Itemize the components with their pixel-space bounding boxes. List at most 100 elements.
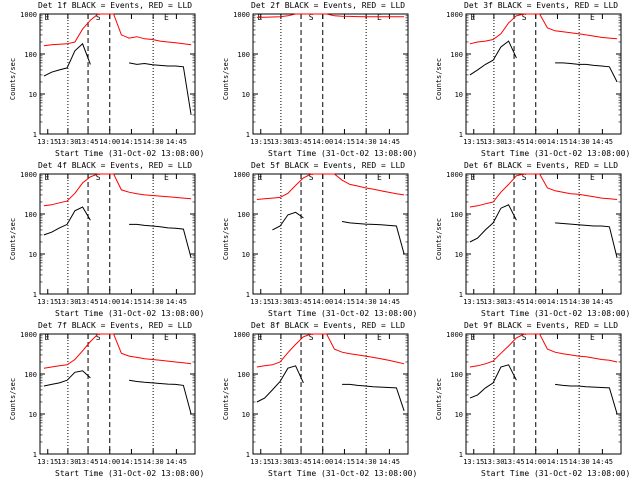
y-tick-label: 1 — [459, 451, 463, 459]
x-tick-label: 13:15 — [250, 458, 271, 466]
plot-frame — [39, 333, 196, 455]
event-marker-label: S — [522, 13, 527, 22]
x-tick-label: 13:30 — [483, 298, 504, 306]
detector-chart: 1 10 100 1000 13:15 13:30 13:45 14:00 14:15 14:30… — [233, 11, 409, 146]
x-tick-label: 14:00 — [525, 138, 546, 146]
lld-series-line — [256, 13, 405, 18]
y-tick-label: 10 — [455, 91, 463, 99]
x-tick-label: 14:45 — [166, 458, 187, 466]
chart-title: Det 7f BLACK = Events, RED = LLD — [38, 321, 193, 330]
y-tick-label: 1 — [33, 131, 37, 139]
x-tick-label: 13:45 — [504, 138, 525, 146]
x-tick-label: 14:45 — [592, 138, 613, 146]
x-tick-label: 14:15 — [121, 298, 142, 306]
x-tick-label: 14:45 — [166, 138, 187, 146]
plot-frame — [252, 13, 409, 135]
x-tick-label: 14:45 — [166, 298, 187, 306]
x-axis-label: Start Time (31-Oct-02 13:08:00) — [481, 469, 631, 478]
lld-series-line — [256, 333, 405, 368]
x-tick-label: 14:15 — [334, 138, 355, 146]
lld-series-line — [256, 173, 405, 200]
x-tick-label: 14:15 — [334, 458, 355, 466]
x-tick-label: 14:00 — [99, 298, 120, 306]
event-marker-label: E — [471, 13, 476, 22]
x-tick-label: 14:15 — [547, 298, 568, 306]
y-tick-label: 1000 — [446, 331, 463, 339]
y-axis-label: Counts/sec — [435, 377, 444, 421]
y-axis-label: Counts/sec — [9, 377, 18, 421]
y-tick-label: 1000 — [446, 11, 463, 19]
y-axis-label: Counts/sec — [9, 57, 18, 101]
plot-frame — [465, 333, 622, 455]
y-tick-label: 10 — [29, 251, 37, 259]
detector-chart: 1 10 100 1000 13:15 13:30 13:45 14:00 14:15 14:30… — [446, 11, 622, 146]
events-series-line — [469, 364, 618, 415]
y-tick-label: 10 — [455, 251, 463, 259]
plot-frame — [465, 173, 622, 295]
x-tick-label: 14:45 — [592, 458, 613, 466]
event-marker-label: E — [258, 333, 263, 342]
x-tick-label: 14:30 — [356, 298, 377, 306]
y-tick-label: 100 — [24, 211, 37, 219]
chart-title: Det 5f BLACK = Events, RED = LLD — [251, 161, 406, 170]
event-marker-label: S — [309, 333, 314, 342]
x-tick-label: 13:30 — [57, 138, 78, 146]
detector-panel: 1 10 100 1000 13:15 13:30 13:45 14:00 14:15 14:30… — [426, 0, 639, 160]
x-tick-label: 13:30 — [270, 298, 291, 306]
event-marker-label: E — [590, 13, 595, 22]
x-axis-label: Start Time (31-Oct-02 13:08:00) — [55, 149, 205, 158]
chart-title: Det 4f BLACK = Events, RED = LLD — [38, 161, 193, 170]
detector-chart: 1 10 100 1000 13:15 13:30 13:45 14:00 14:15 14:30… — [233, 331, 409, 466]
y-tick-label: 1 — [33, 451, 37, 459]
y-tick-label: 10 — [242, 91, 250, 99]
x-tick-label: 14:00 — [99, 458, 120, 466]
x-tick-label: 13:45 — [291, 298, 312, 306]
x-tick-label: 13:45 — [504, 458, 525, 466]
detector-panel: 1 10 100 1000 13:15 13:30 13:45 14:00 14:15 14:30… — [0, 320, 213, 480]
y-tick-label: 100 — [24, 371, 37, 379]
events-series-line — [469, 40, 618, 83]
event-marker-label: E — [471, 333, 476, 342]
lld-series-line — [43, 13, 192, 47]
y-tick-label: 100 — [237, 211, 250, 219]
event-marker-label: S — [96, 13, 101, 22]
y-tick-label: 10 — [242, 411, 250, 419]
x-tick-label: 14:00 — [312, 138, 333, 146]
y-tick-label: 10 — [29, 411, 37, 419]
y-tick-label: 1000 — [20, 331, 37, 339]
lld-series-line — [43, 173, 192, 207]
y-tick-label: 1000 — [233, 171, 250, 179]
x-tick-label: 13:45 — [78, 458, 99, 466]
x-axis-label: Start Time (31-Oct-02 13:08:00) — [55, 309, 205, 318]
y-tick-label: 100 — [237, 371, 250, 379]
x-axis-label: Start Time (31-Oct-02 13:08:00) — [268, 309, 418, 318]
x-tick-label: 13:45 — [291, 138, 312, 146]
x-tick-label: 13:15 — [37, 138, 58, 146]
events-series-line — [43, 206, 192, 259]
y-tick-label: 1 — [459, 131, 463, 139]
detector-chart: 1 10 100 1000 13:15 13:30 13:45 14:00 14:15 14:30… — [20, 11, 196, 146]
lld-series-line — [469, 333, 618, 368]
detector-chart: 1 10 100 1000 13:15 13:30 13:45 14:00 14:15 14:30… — [20, 331, 196, 466]
event-marker-label: E — [164, 173, 169, 182]
x-axis-label: Start Time (31-Oct-02 13:08:00) — [481, 309, 631, 318]
events-series-line — [469, 204, 618, 259]
event-marker-label: E — [377, 173, 382, 182]
event-marker-label: E — [471, 173, 476, 182]
detector-chart: 1 10 100 1000 13:15 13:30 13:45 14:00 14:15 14:30… — [446, 331, 622, 466]
x-tick-label: 13:30 — [57, 458, 78, 466]
detector-panel: 1 10 100 1000 13:15 13:30 13:45 14:00 14:15 14:30… — [426, 320, 639, 480]
y-tick-label: 10 — [242, 251, 250, 259]
plot-frame — [252, 333, 409, 455]
x-tick-label: 14:45 — [379, 458, 400, 466]
detector-chart: 1 10 100 1000 13:15 13:30 13:45 14:00 14:15 14:30… — [20, 171, 196, 306]
x-tick-label: 13:15 — [37, 298, 58, 306]
y-tick-label: 100 — [24, 51, 37, 59]
x-tick-label: 13:15 — [37, 458, 58, 466]
x-tick-label: 14:00 — [99, 138, 120, 146]
y-tick-label: 1000 — [446, 171, 463, 179]
x-axis-label: Start Time (31-Oct-02 13:08:00) — [55, 469, 205, 478]
x-tick-label: 14:45 — [592, 298, 613, 306]
x-axis-label: Start Time (31-Oct-02 13:08:00) — [268, 149, 418, 158]
